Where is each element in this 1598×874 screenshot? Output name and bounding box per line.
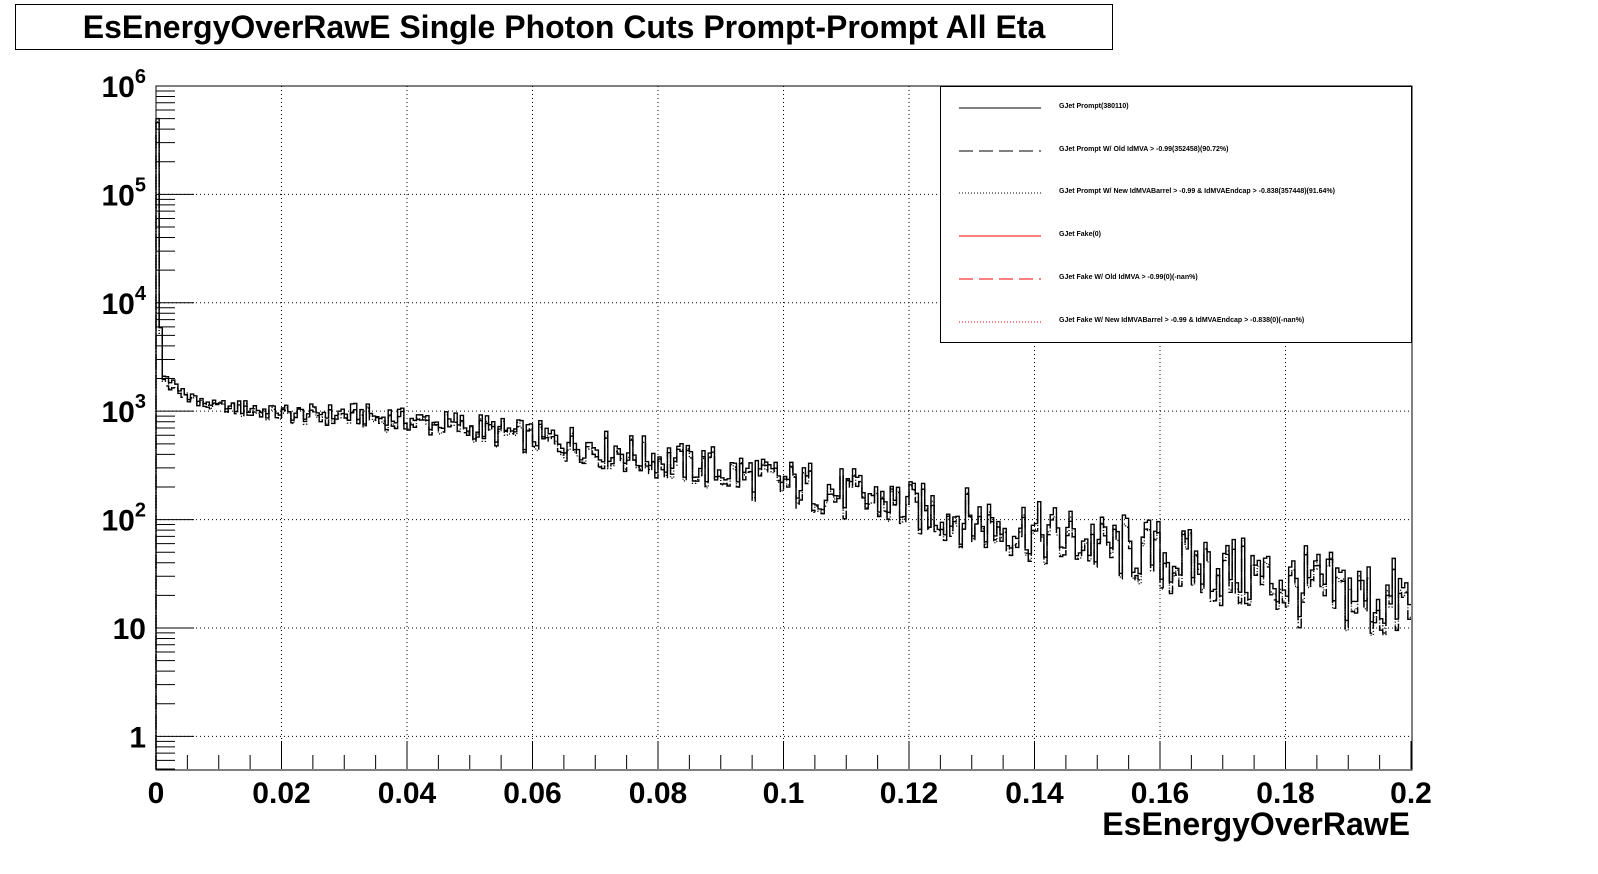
legend-swatch: [959, 235, 1041, 237]
legend-swatch: [959, 278, 1041, 280]
x-tick-label: 0: [148, 777, 165, 810]
legend-label: GJet Prompt W/ New IdMVABarrel > -0.99 &…: [1059, 188, 1335, 195]
legend: GJet Prompt(380110) GJet Prompt W/ Old I…: [940, 86, 1412, 343]
legend-entry: GJet Prompt(380110): [941, 98, 1411, 118]
legend-label: GJet Prompt(380110): [1059, 103, 1129, 110]
chart-title: EsEnergyOverRawE Single Photon Cuts Prom…: [82, 8, 1046, 45]
legend-swatch: [959, 107, 1041, 109]
series-layer: [155, 117, 1411, 769]
y-tick-label: 102: [102, 500, 147, 538]
y-tick-label: 106: [102, 66, 147, 104]
legend-entry: GJet Fake W/ New IdMVABarrel > -0.99 & I…: [941, 312, 1411, 332]
x-tick-label: 0.14: [1005, 777, 1064, 810]
legend-entry: GJet Prompt W/ Old IdMVA > -0.99(352458)…: [941, 141, 1411, 161]
legend-swatch: [959, 321, 1041, 323]
x-tick-label: 0.18: [1256, 777, 1314, 810]
y-tick-label: 1: [129, 721, 146, 754]
x-tick-label: 0.1: [763, 777, 805, 810]
y-tick-label: 10: [113, 613, 146, 646]
y-tick-label: 105: [102, 174, 147, 212]
legend-label: GJet Prompt W/ Old IdMVA > -0.99(352458)…: [1059, 146, 1229, 153]
legend-swatch: [959, 150, 1041, 152]
legend-label: GJet Fake W/ New IdMVABarrel > -0.99 & I…: [1059, 317, 1305, 324]
chart-title-box: EsEnergyOverRawE Single Photon Cuts Prom…: [15, 4, 1113, 50]
x-tick-label: 0.02: [252, 777, 310, 810]
axis-ticks: [155, 85, 1412, 770]
legend-label: GJet Fake(0): [1059, 231, 1102, 238]
legend-swatch: [959, 192, 1041, 194]
tick-labels: 0 0.02 0.04 0.06 0.08 0.1 0.12 0.14 0.16 0.18 0.2 1…: [102, 66, 1432, 810]
x-tick-label: 0.04: [378, 777, 437, 810]
x-tick-label: 0.06: [503, 777, 561, 810]
x-tick-label: 0.12: [880, 777, 938, 810]
series-line: [155, 121, 1411, 769]
x-axis-label: EsEnergyOverRawE: [1102, 806, 1410, 842]
y-tick-label: 104: [102, 283, 147, 321]
legend-entry: GJet Prompt W/ New IdMVABarrel > -0.99 &…: [941, 183, 1411, 203]
x-tick-label: 0.08: [629, 777, 687, 810]
legend-label: GJet Fake W/ Old IdMVA > -0.99(0)(-nan%): [1059, 274, 1198, 281]
x-tick-label: 0.2: [1390, 777, 1432, 810]
legend-entry: GJet Fake W/ Old IdMVA > -0.99(0)(-nan%): [941, 269, 1411, 289]
legend-entry: GJet Fake(0): [941, 226, 1411, 246]
y-tick-label: 103: [102, 391, 147, 429]
x-tick-label: 0.16: [1131, 777, 1189, 810]
